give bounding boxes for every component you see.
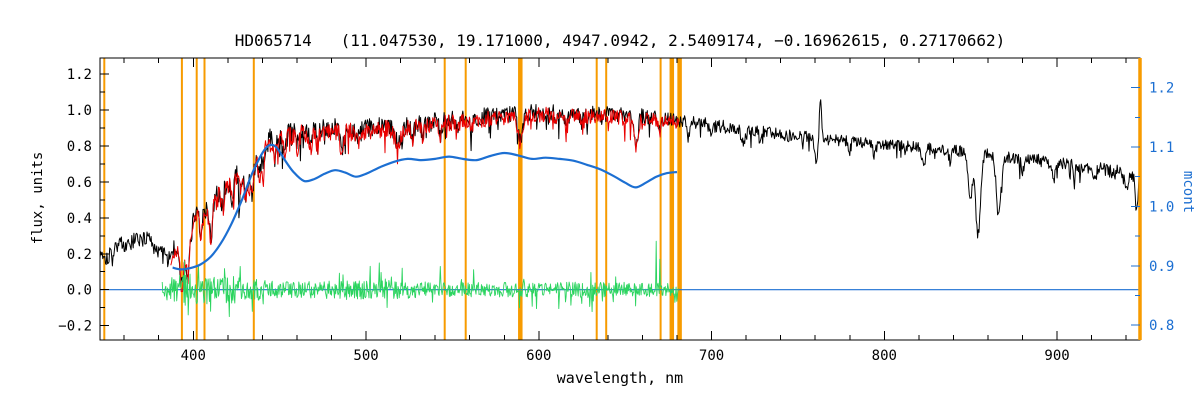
- y-left-tick-label: 0.2: [67, 247, 92, 263]
- series-layer: [100, 99, 1140, 318]
- fitted-spectrum-line: [170, 106, 680, 293]
- y-left-tick-label: 0.6: [67, 175, 92, 191]
- axis-ticks: [100, 58, 1127, 340]
- observed-spectrum-line: [100, 99, 1140, 283]
- y-left-tick-label: 0.0: [67, 283, 92, 299]
- y-left-tick-label: −0.2: [58, 319, 92, 335]
- y-left-tick-label: 0.8: [67, 139, 92, 155]
- y-axis-ticks-right: [1131, 87, 1140, 326]
- x-tick-label: 700: [699, 348, 724, 364]
- x-tick-label: 400: [181, 348, 206, 364]
- y-right-tick-label: 1.0: [1149, 199, 1174, 215]
- x-tick-label: 800: [872, 348, 897, 364]
- spectral-marker-lines: [103, 58, 682, 340]
- plot-title: HD065714 (11.047530, 19.171000, 4947.094…: [234, 31, 1006, 50]
- y-right-tick-label: 0.8: [1149, 318, 1174, 334]
- x-axis-label: wavelength, nm: [556, 369, 684, 387]
- y-right-tick-label: 1.2: [1149, 81, 1174, 97]
- plot-box: [99, 57, 1141, 341]
- y-left-tick-label: 1.0: [67, 103, 92, 119]
- y-right-tick-label: 0.9: [1149, 259, 1174, 275]
- continuum-mcont-curve: [172, 143, 678, 271]
- x-tick-label: 600: [526, 348, 551, 364]
- y-right-tick-label: 1.1: [1149, 140, 1174, 156]
- y-left-tick-label: 0.4: [67, 211, 92, 227]
- y-left-tick-label: 1.2: [67, 67, 92, 83]
- x-tick-label: 900: [1044, 348, 1069, 364]
- residual-spectrum-line: [161, 240, 680, 318]
- x-tick-label: 500: [353, 348, 378, 364]
